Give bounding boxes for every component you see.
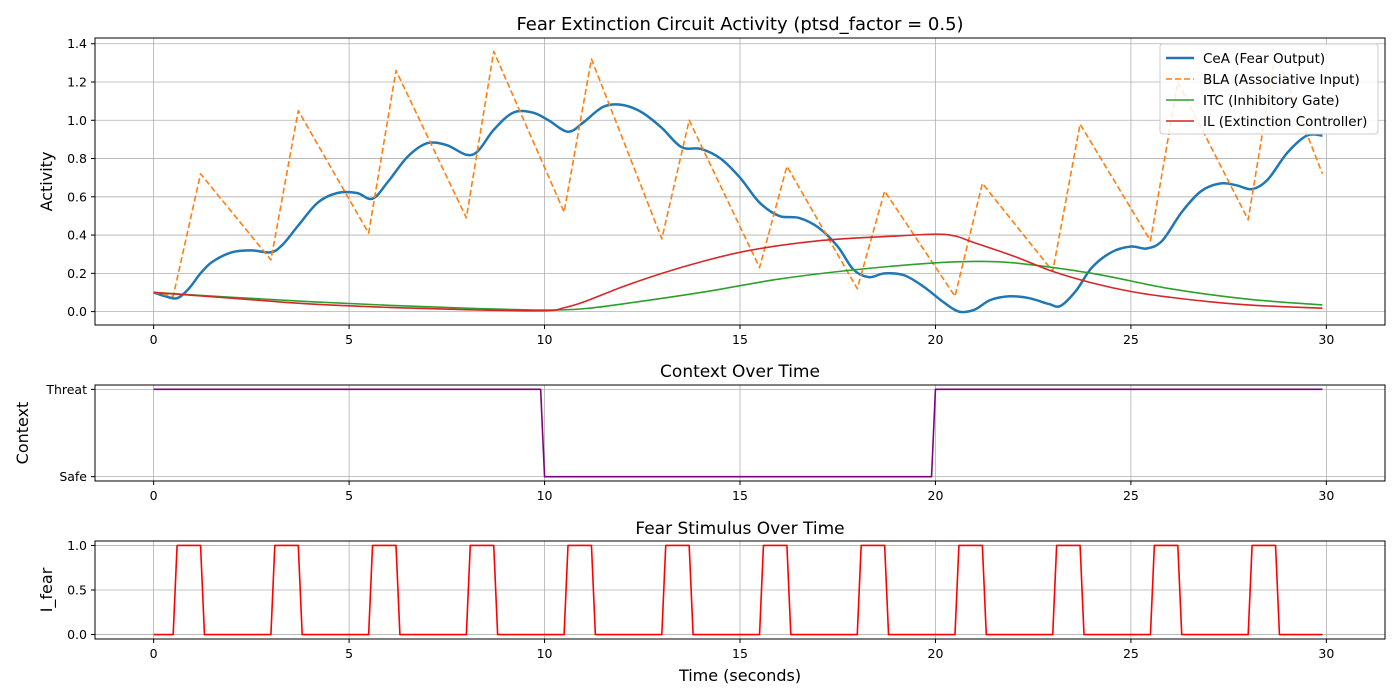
series-line-p2 [153, 544, 1323, 636]
panel-title: Fear Extinction Circuit Activity (ptsd_f… [516, 14, 963, 35]
y-tick-label: Safe [59, 469, 87, 484]
x-tick-label: 30 [1318, 488, 1334, 503]
y-axis-label: I_fear [37, 567, 57, 612]
legend-entry: ITC (Inhibitory Gate) [1203, 93, 1340, 109]
y-tick-label: 0.0 [67, 627, 87, 642]
x-tick-label: 15 [732, 332, 748, 347]
y-axis-label: Context [13, 402, 32, 465]
y-tick-label: 0.4 [67, 228, 87, 243]
y-tick-label: 1.2 [67, 75, 87, 90]
panel-title: Context Over Time [660, 362, 820, 382]
y-tick-label: 1.0 [67, 538, 87, 553]
activity-panel: Fear Extinction Circuit Activity (ptsd_f… [37, 14, 1386, 347]
x-tick-label: 0 [150, 646, 158, 661]
legend-entry: CeA (Fear Output) [1203, 51, 1325, 67]
x-tick-label: 25 [1123, 488, 1139, 503]
y-axis-label: Activity [37, 152, 56, 212]
legend-entry: IL (Extinction Controller) [1203, 114, 1367, 130]
series-line-il [153, 233, 1323, 312]
x-tick-label: 5 [345, 488, 353, 503]
legend-entry: BLA (Associative Input) [1203, 72, 1360, 88]
y-tick-label: 0.2 [67, 266, 87, 281]
x-tick-label: 20 [928, 488, 944, 503]
x-tick-label: 10 [537, 646, 553, 661]
y-tick-label: Threat [45, 382, 87, 397]
series-line-itc [153, 260, 1323, 311]
y-tick-label: 1.0 [67, 113, 87, 128]
x-tick-label: 5 [345, 646, 353, 661]
x-tick-label: 20 [928, 646, 944, 661]
y-tick-label: 0.8 [67, 151, 87, 166]
context-panel: Context Over Time 0 5 10 15 20 25 30 Safe Threat C… [13, 362, 1386, 503]
stimulus-panel: Fear Stimulus Over Time 0 5 10 15 20 25 30 0.0 0.… [37, 519, 1386, 685]
y-tick-label: 1.4 [67, 36, 87, 51]
x-tick-label: 15 [732, 646, 748, 661]
x-tick-label: 25 [1123, 332, 1139, 347]
y-tick-label: 0.5 [67, 583, 87, 598]
x-tick-label: 30 [1318, 646, 1334, 661]
series-line-bla [153, 50, 1324, 298]
y-tick-label: 0.0 [67, 304, 87, 319]
x-tick-label: 0 [150, 332, 158, 347]
x-axis-label: Time (seconds) [678, 666, 801, 685]
x-tick-label: 0 [150, 488, 158, 503]
panel-title: Fear Stimulus Over Time [635, 519, 844, 539]
x-tick-label: 25 [1123, 646, 1139, 661]
x-tick-label: 5 [345, 332, 353, 347]
x-tick-label: 15 [732, 488, 748, 503]
x-tick-label: 10 [537, 488, 553, 503]
series-line-p1 [153, 388, 1323, 478]
x-tick-label: 20 [928, 332, 944, 347]
legend-box [1159, 43, 1379, 135]
x-tick-label: 30 [1318, 332, 1334, 347]
series-line-cea [153, 103, 1323, 314]
y-tick-label: 0.6 [67, 189, 87, 204]
x-tick-label: 10 [537, 332, 553, 347]
